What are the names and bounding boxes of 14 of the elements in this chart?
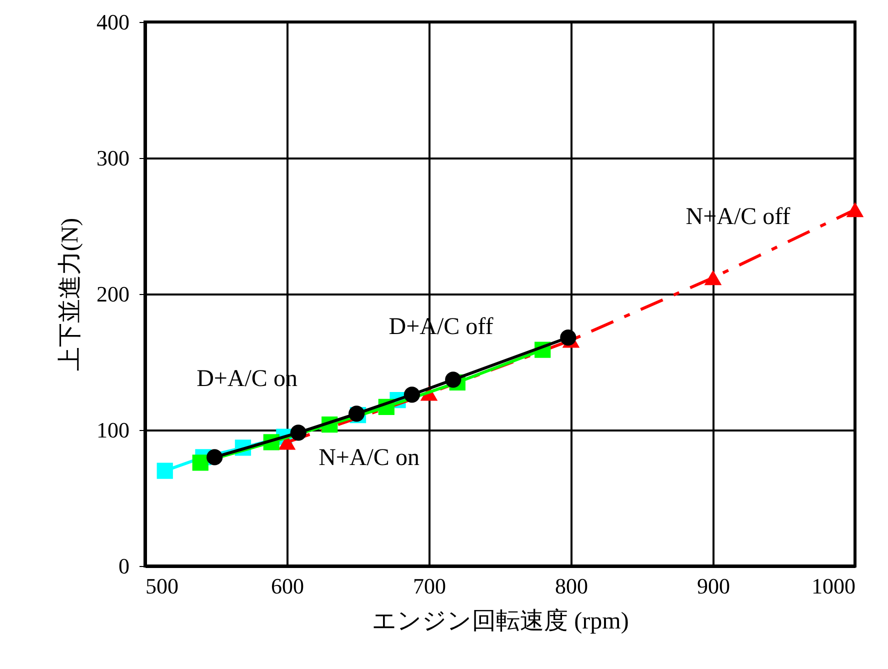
x-tick-label: 500 (146, 574, 178, 598)
x-tick-label: 1000 (812, 574, 856, 598)
y-tick-label: 200 (96, 282, 130, 306)
x-axis-title: エンジン回転速度 (rpm) (372, 608, 629, 634)
y-tick-label: 300 (96, 146, 130, 170)
y-tick-label: 400 (96, 10, 130, 34)
x-tick-label: 800 (555, 574, 588, 598)
y-tick-label: 100 (96, 418, 130, 442)
y-axis-title: 上下並進力(N) (58, 218, 84, 372)
x-tick-label: 600 (271, 574, 304, 598)
annotation: N+A/C on (318, 445, 420, 471)
x-tick-label: 900 (697, 574, 730, 598)
x-tick-label: 700 (413, 574, 446, 598)
y-tick-label: 0 (118, 554, 130, 578)
